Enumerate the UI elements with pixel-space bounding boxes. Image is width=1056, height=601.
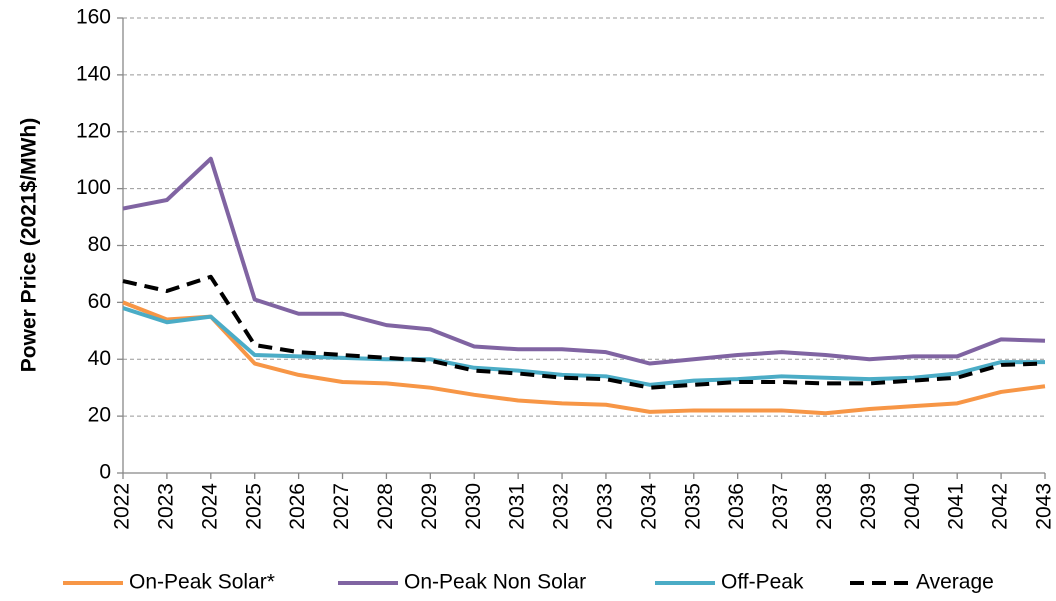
series-line [122, 156, 1046, 366]
series-line [122, 306, 1045, 387]
x-tick-label: 2039 [857, 483, 880, 530]
series-line [122, 300, 1046, 416]
x-tick-label: 2027 [330, 483, 353, 530]
y-tick-label: 80 [88, 233, 111, 256]
y-tick-label: 20 [88, 404, 111, 427]
legend-label: On-Peak Non Solar [404, 571, 586, 594]
y-tick-label: 120 [76, 119, 111, 142]
x-tick-label: 2033 [593, 483, 616, 530]
series-line [122, 274, 1046, 390]
x-tick-label: 2024 [198, 483, 221, 530]
y-axis-title: Power Price (2021$/MWh) [18, 118, 41, 372]
x-tick-label: 2032 [550, 483, 573, 530]
y-tick-label: 140 [76, 62, 111, 85]
x-tick-label: 2035 [681, 483, 704, 530]
y-tick-label: 60 [88, 290, 111, 313]
x-tick-label: 2041 [945, 483, 968, 530]
legend-label: Average [916, 571, 994, 594]
legend-label: Off-Peak [721, 571, 804, 594]
x-tick-label: 2042 [989, 483, 1012, 530]
x-tick-label: 2043 [1033, 483, 1056, 530]
y-tick-label: 100 [76, 176, 111, 199]
y-tick-label: 40 [88, 347, 111, 370]
y-tick-label: 0 [99, 461, 111, 484]
x-tick-label: 2029 [418, 483, 441, 530]
x-tick-label: 2040 [901, 483, 924, 530]
x-tick-label: 2026 [286, 483, 309, 530]
x-tick-label: 2022 [111, 483, 134, 530]
x-tick-label: 2034 [637, 483, 660, 530]
legend-label: On-Peak Solar* [129, 571, 275, 594]
x-tick-label: 2036 [725, 483, 748, 530]
x-tick-label: 2038 [813, 483, 836, 530]
x-tick-label: 2031 [506, 483, 529, 530]
x-tick-label: 2023 [154, 483, 177, 530]
x-tick-label: 2028 [374, 483, 397, 530]
x-tick-label: 2037 [769, 483, 792, 530]
x-tick-label: 2025 [242, 483, 265, 530]
y-tick-label: 160 [76, 6, 111, 29]
x-tick-label: 2030 [462, 483, 485, 530]
